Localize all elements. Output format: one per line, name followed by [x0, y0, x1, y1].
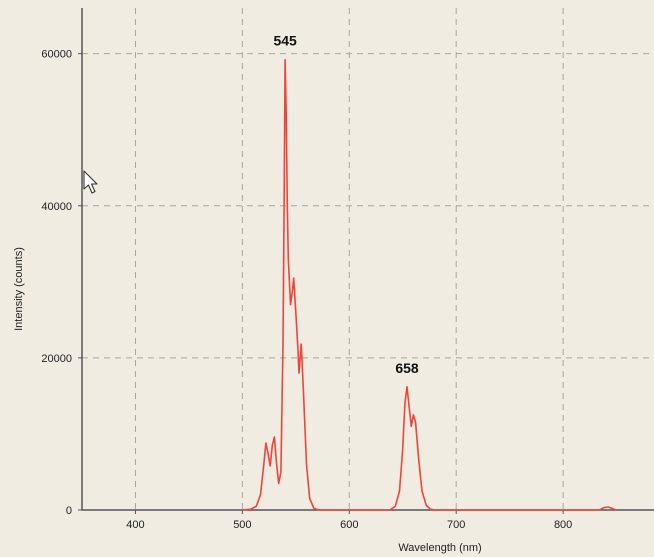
x-tick-label: 600	[340, 519, 358, 531]
x-tick-label: 800	[554, 519, 572, 531]
x-tick-label: 700	[447, 519, 465, 531]
mouse-cursor-icon	[83, 170, 98, 194]
peak-label: 545	[273, 33, 297, 49]
spectrum-line	[242, 58, 617, 511]
grid	[82, 8, 654, 510]
peak-label: 658	[395, 360, 419, 376]
y-axis-title: Intensity (counts)	[13, 247, 25, 331]
tick-labels: 400 500 600 700 800 0 20000 40000 60000	[41, 49, 572, 531]
x-tick-label: 400	[126, 519, 144, 531]
x-axis-title: Wavelength (nm)	[398, 542, 481, 554]
x-tick-label: 500	[233, 519, 251, 531]
y-tick-label: 0	[66, 505, 72, 517]
y-tick-label: 20000	[41, 353, 72, 365]
y-tick-label: 40000	[41, 201, 72, 213]
y-tick-label: 60000	[41, 49, 72, 61]
axes	[81, 8, 654, 511]
peak-annotations: 545 658	[273, 33, 418, 376]
